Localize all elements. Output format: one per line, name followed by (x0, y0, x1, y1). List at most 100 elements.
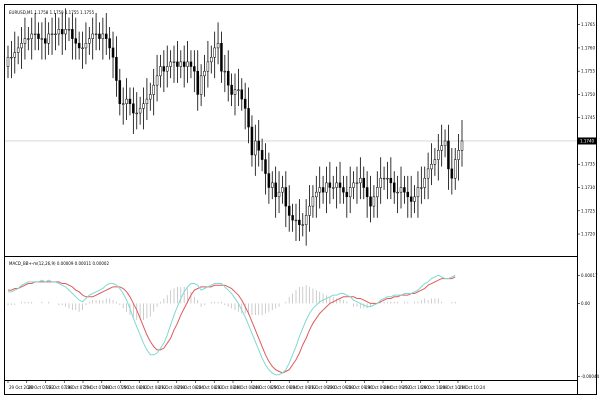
candle-body (16, 47, 20, 53)
candle-body (125, 98, 128, 105)
candle-body (430, 163, 433, 170)
macd-title: MACD_BB+-m(12,26,9) 0.00009 0.00011 0.00… (9, 261, 109, 266)
candle-body (332, 187, 335, 189)
candle-body (27, 38, 30, 40)
time-tick-label: 29 Oct 09:20 (309, 385, 336, 390)
candle-body (159, 66, 162, 77)
candle-body (155, 75, 159, 86)
candle-body (23, 38, 27, 44)
candles (6, 8, 464, 246)
candle-body (216, 43, 220, 49)
price-tick-label: 1.1730 (581, 185, 595, 190)
candle-body (165, 66, 169, 72)
candle-body (128, 98, 132, 105)
macd-axis-ticks: 0.00017 0.00 -0.00044 (577, 273, 599, 379)
candle-body (169, 61, 172, 67)
candle-body (287, 205, 291, 216)
candle-body (423, 177, 426, 188)
candle-body (223, 70, 227, 73)
candle-body (362, 177, 365, 188)
price-tick-label: 1.1725 (581, 208, 595, 213)
macd-line (8, 274, 456, 376)
candle-body (121, 103, 125, 105)
time-tick-label: 29 Oct 09:12 (290, 385, 317, 390)
candle-body (247, 108, 250, 128)
candle-body (399, 187, 403, 193)
candle-body (382, 177, 386, 180)
candle-body (179, 61, 183, 67)
candle-body (111, 47, 115, 58)
candle-body (67, 29, 71, 31)
candle-body (457, 150, 460, 160)
candle-body (250, 126, 254, 156)
candle-body (433, 159, 437, 165)
candle-body (220, 43, 223, 72)
macd-tick-label: 0.00017 (581, 273, 598, 278)
candle-body (308, 205, 311, 216)
candle-body (142, 103, 145, 109)
candle-body (328, 182, 332, 188)
candle-body (199, 75, 203, 95)
time-tick-label: 29 Oct 08:32 (197, 385, 224, 390)
time-tick-label: 29 Oct 07:56 (103, 385, 130, 390)
candle-body (260, 150, 264, 160)
price-pane[interactable]: EURUSD,M1 1.1758 1.1759 1.1755 1.1755 MA… (5, 5, 596, 395)
candle-body (149, 94, 152, 100)
candle-body (420, 187, 423, 189)
candle-body (416, 187, 420, 198)
candle-body (132, 103, 135, 114)
candle-body (379, 177, 382, 188)
price-tick-label: 1.1720 (581, 232, 595, 237)
candle-body (189, 61, 193, 67)
price-tick-label: 1.1755 (581, 69, 595, 74)
candle-body (243, 98, 247, 109)
time-tick-label: 29 Oct 08:48 (234, 385, 261, 390)
candle-body (206, 61, 210, 72)
candle-body (193, 66, 196, 72)
candle-body (210, 56, 213, 63)
candle-body (437, 150, 440, 160)
price-chart-title: EURUSD,M1 1.1758 1.1759 1.1755 1.1755 (9, 10, 95, 15)
candle-body (392, 182, 396, 193)
candle-body (213, 47, 216, 58)
macd-histogram (7, 285, 456, 320)
current-price-label: 1.1740 (580, 138, 594, 143)
candle-body (372, 196, 376, 207)
candle-body (376, 187, 379, 198)
candle-body (226, 70, 230, 86)
candle-body (152, 84, 155, 95)
candle-body (365, 187, 369, 198)
candle-body (101, 33, 105, 39)
time-tick-label: 29 Oct 10:00 (403, 385, 430, 390)
time-tick-label: 29 Oct 07:54 (65, 385, 92, 390)
time-tick-label: 29 Oct 08:02 (122, 385, 149, 390)
candle-body (315, 191, 318, 198)
time-tick-label: 29 Oct 10:16 (440, 385, 467, 390)
candle-body (254, 140, 257, 156)
candle-body (135, 112, 138, 115)
candle-body (37, 33, 40, 39)
candle-body (84, 43, 88, 49)
candle-body (389, 177, 393, 184)
time-tick-label: 29 Oct 08:18 (159, 385, 186, 390)
price-tick-label: 1.1745 (581, 115, 595, 120)
candle-body (64, 29, 67, 35)
candle-body (81, 47, 84, 49)
candle-body (6, 56, 10, 67)
candle-body (277, 191, 281, 198)
time-tick-label: 29 Oct 08:56 (253, 385, 280, 390)
candle-body (318, 187, 321, 193)
candle-body (257, 140, 260, 151)
candle-body (138, 108, 142, 114)
candle-body (115, 56, 118, 81)
candle-body (237, 89, 240, 91)
candle-body (342, 187, 345, 193)
time-tick-label: 29 Oct 08:12 (140, 385, 167, 390)
candle-body (60, 29, 64, 35)
macd-tick-label: -0.00044 (581, 374, 599, 379)
candle-body (233, 89, 237, 95)
macd-pane[interactable]: 0.00017 0.00 -0.00044 (7, 273, 599, 379)
candle-body (284, 187, 288, 207)
candle-body (460, 140, 464, 151)
candle-body (118, 80, 122, 105)
